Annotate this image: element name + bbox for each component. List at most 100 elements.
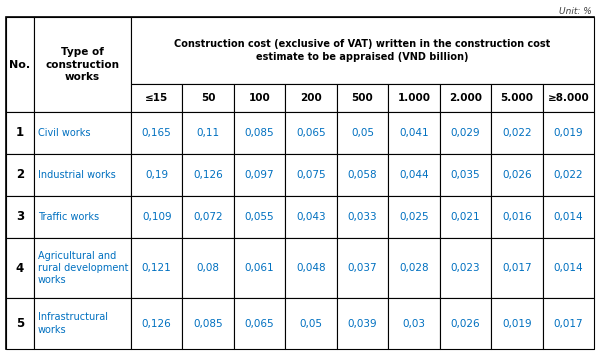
Text: 0,016: 0,016 bbox=[502, 212, 532, 222]
Text: 100: 100 bbox=[249, 93, 270, 103]
Text: 0,05: 0,05 bbox=[351, 128, 374, 138]
Bar bbox=[388, 84, 440, 112]
Bar bbox=[542, 112, 594, 154]
Text: 0,109: 0,109 bbox=[142, 212, 172, 222]
Bar bbox=[182, 298, 234, 349]
Bar bbox=[542, 196, 594, 238]
Bar bbox=[285, 84, 337, 112]
Bar bbox=[337, 154, 388, 196]
Text: 2.000: 2.000 bbox=[449, 93, 482, 103]
Text: Unit: %: Unit: % bbox=[559, 7, 592, 16]
Text: 500: 500 bbox=[352, 93, 373, 103]
Text: 0,026: 0,026 bbox=[450, 318, 480, 328]
Text: Traffic works: Traffic works bbox=[38, 212, 99, 222]
Text: 0,058: 0,058 bbox=[347, 170, 377, 180]
Bar bbox=[131, 196, 182, 238]
Bar bbox=[388, 112, 440, 154]
Bar bbox=[234, 298, 285, 349]
Bar bbox=[182, 238, 234, 298]
Bar bbox=[131, 17, 594, 84]
Text: 0,021: 0,021 bbox=[450, 212, 480, 222]
Text: 0,043: 0,043 bbox=[296, 212, 326, 222]
Text: 0,023: 0,023 bbox=[450, 263, 480, 273]
Bar bbox=[388, 298, 440, 349]
Text: 0,085: 0,085 bbox=[245, 128, 274, 138]
Text: 0,037: 0,037 bbox=[347, 263, 377, 273]
Text: 0,017: 0,017 bbox=[554, 318, 583, 328]
Bar bbox=[34, 298, 131, 349]
Text: 0,065: 0,065 bbox=[245, 318, 274, 328]
Text: 0,05: 0,05 bbox=[300, 318, 322, 328]
Bar bbox=[542, 238, 594, 298]
Bar bbox=[131, 298, 182, 349]
Bar bbox=[337, 238, 388, 298]
Bar bbox=[6, 238, 34, 298]
Bar bbox=[6, 196, 34, 238]
Text: 1.000: 1.000 bbox=[398, 93, 431, 103]
Bar bbox=[542, 154, 594, 196]
Bar bbox=[440, 196, 491, 238]
Text: 0,019: 0,019 bbox=[502, 318, 532, 328]
Bar bbox=[131, 154, 182, 196]
Bar bbox=[34, 196, 131, 238]
Bar bbox=[6, 17, 34, 112]
Bar bbox=[491, 84, 542, 112]
Text: Infrastructural
works: Infrastructural works bbox=[38, 312, 108, 335]
Bar bbox=[491, 196, 542, 238]
Bar bbox=[34, 17, 131, 112]
Bar bbox=[182, 154, 234, 196]
Bar bbox=[6, 112, 34, 154]
Bar bbox=[34, 238, 131, 298]
Bar bbox=[542, 84, 594, 112]
Text: 0,121: 0,121 bbox=[142, 263, 172, 273]
Bar bbox=[491, 298, 542, 349]
Bar bbox=[337, 196, 388, 238]
Bar bbox=[337, 298, 388, 349]
Text: 0,072: 0,072 bbox=[193, 212, 223, 222]
Bar bbox=[440, 154, 491, 196]
Text: 0,026: 0,026 bbox=[502, 170, 532, 180]
Bar bbox=[491, 238, 542, 298]
Text: 0,126: 0,126 bbox=[193, 170, 223, 180]
Text: 0,022: 0,022 bbox=[554, 170, 583, 180]
Text: 0,126: 0,126 bbox=[142, 318, 172, 328]
Bar bbox=[234, 154, 285, 196]
Text: ≤15: ≤15 bbox=[145, 93, 169, 103]
Text: 0,029: 0,029 bbox=[450, 128, 480, 138]
Bar bbox=[388, 196, 440, 238]
Text: 0,014: 0,014 bbox=[554, 263, 583, 273]
Bar bbox=[542, 298, 594, 349]
Bar bbox=[285, 238, 337, 298]
Bar bbox=[131, 238, 182, 298]
Bar bbox=[234, 196, 285, 238]
Text: No.: No. bbox=[10, 60, 30, 70]
Bar bbox=[440, 298, 491, 349]
Text: Construction cost (exclusive of VAT) written in the construction cost
estimate t: Construction cost (exclusive of VAT) wri… bbox=[175, 39, 551, 62]
Bar bbox=[182, 112, 234, 154]
Text: 0,039: 0,039 bbox=[347, 318, 377, 328]
Bar bbox=[131, 84, 182, 112]
Bar bbox=[34, 154, 131, 196]
Text: 0,025: 0,025 bbox=[399, 212, 429, 222]
Text: 0,065: 0,065 bbox=[296, 128, 326, 138]
Text: 1: 1 bbox=[16, 126, 24, 140]
Text: 0,028: 0,028 bbox=[399, 263, 429, 273]
Text: 0,014: 0,014 bbox=[554, 212, 583, 222]
Text: 0,022: 0,022 bbox=[502, 128, 532, 138]
Text: 200: 200 bbox=[300, 93, 322, 103]
Text: 0,055: 0,055 bbox=[245, 212, 274, 222]
Text: 0,165: 0,165 bbox=[142, 128, 172, 138]
Bar bbox=[491, 112, 542, 154]
Text: Type of
construction
works: Type of construction works bbox=[45, 47, 120, 82]
Text: ≥8.000: ≥8.000 bbox=[547, 93, 589, 103]
Text: 0,019: 0,019 bbox=[554, 128, 583, 138]
Bar bbox=[440, 112, 491, 154]
Text: 50: 50 bbox=[201, 93, 215, 103]
Text: 0,048: 0,048 bbox=[296, 263, 326, 273]
Text: 0,19: 0,19 bbox=[145, 170, 168, 180]
Bar bbox=[182, 84, 234, 112]
Bar bbox=[285, 154, 337, 196]
Text: 0,061: 0,061 bbox=[245, 263, 274, 273]
Bar bbox=[234, 238, 285, 298]
Text: 4: 4 bbox=[16, 261, 24, 275]
